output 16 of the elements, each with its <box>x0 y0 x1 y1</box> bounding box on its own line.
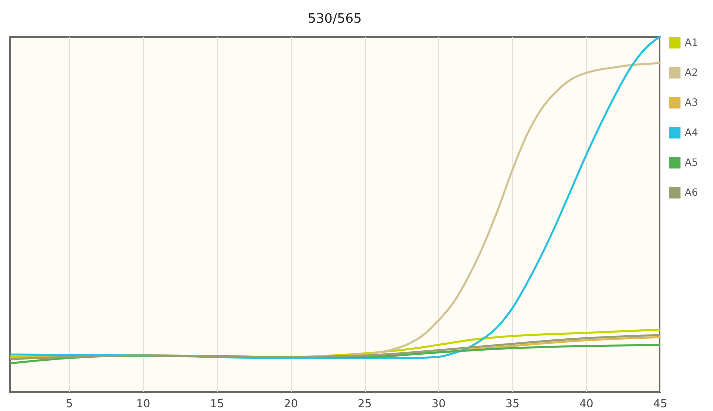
chart-title: 530/565 <box>308 12 362 27</box>
legend-label: A2 <box>685 68 698 79</box>
x-tick-label: 45 <box>654 398 668 410</box>
legend-label: A1 <box>685 38 698 49</box>
x-tick-label: 5 <box>66 398 74 410</box>
x-tick-label: 40 <box>580 398 594 410</box>
x-tick-label: 35 <box>506 398 520 410</box>
legend-label: A6 <box>685 188 698 199</box>
legend-label: A4 <box>685 128 698 139</box>
x-tick-label: 30 <box>432 398 446 410</box>
legend-label: A3 <box>685 98 698 109</box>
x-tick-label: 25 <box>358 398 372 410</box>
legend-label: A5 <box>685 158 698 169</box>
x-tick-label: 20 <box>284 398 298 410</box>
x-tick-label: 15 <box>210 398 224 410</box>
x-tick-label: 10 <box>136 398 150 410</box>
